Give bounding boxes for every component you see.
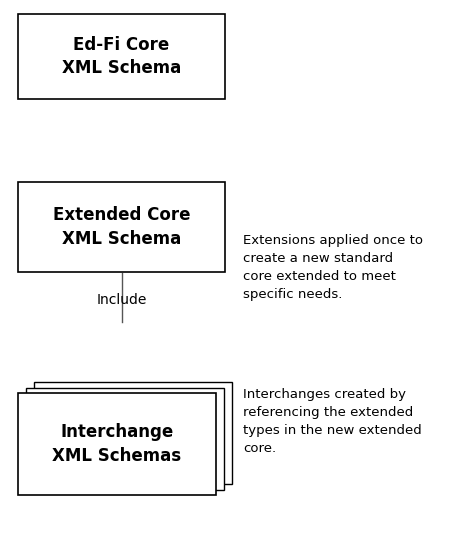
Text: Ed-Fi Core
XML Schema: Ed-Fi Core XML Schema: [62, 36, 181, 77]
Text: Interchange
XML Schemas: Interchange XML Schemas: [53, 424, 181, 465]
Bar: [18, 393, 216, 495]
Text: Interchanges created by
referencing the extended
types in the new extended
core.: Interchanges created by referencing the …: [243, 388, 422, 455]
Text: Extended Core
XML Schema: Extended Core XML Schema: [53, 206, 190, 248]
Text: Include: Include: [96, 408, 147, 422]
Bar: [18, 14, 225, 99]
Text: Include: Include: [96, 293, 147, 307]
Bar: [34, 382, 232, 484]
Bar: [18, 182, 225, 272]
Text: Extensions applied once to
create a new standard
core extended to meet
specific : Extensions applied once to create a new …: [243, 234, 423, 301]
Bar: [26, 388, 224, 490]
